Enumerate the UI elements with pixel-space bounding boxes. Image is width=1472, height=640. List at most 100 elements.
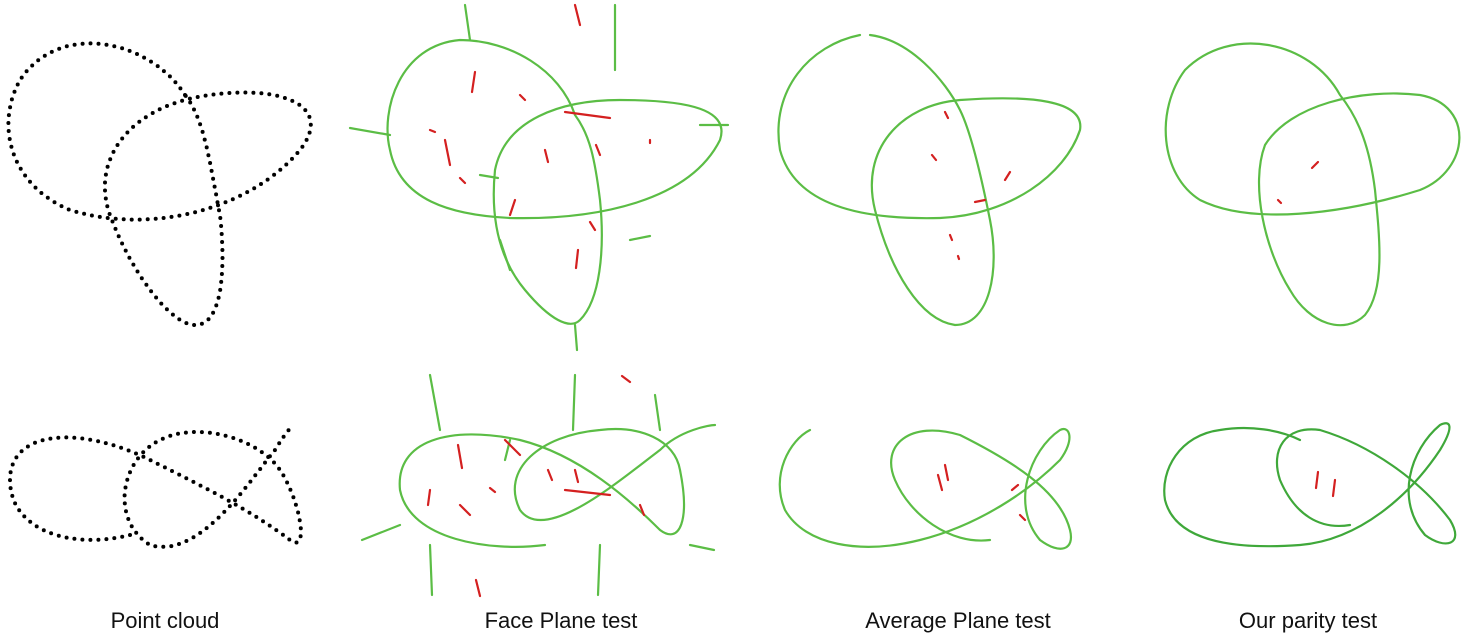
point [199, 321, 204, 326]
point [203, 93, 208, 98]
point [160, 436, 165, 441]
point [139, 536, 144, 541]
point [13, 501, 18, 506]
point [183, 93, 188, 98]
point [126, 517, 131, 521]
point [120, 46, 125, 51]
point [12, 89, 17, 94]
point [247, 510, 252, 515]
point [125, 130, 130, 135]
point [41, 528, 46, 533]
point [245, 190, 250, 195]
point [202, 137, 207, 142]
point [205, 487, 210, 492]
point [216, 515, 221, 520]
point [161, 216, 166, 220]
point [211, 176, 216, 181]
point [24, 69, 29, 74]
point [243, 90, 248, 95]
point [96, 41, 101, 46]
point [280, 532, 285, 537]
point [129, 524, 134, 529]
point [277, 466, 282, 471]
point [227, 91, 232, 95]
point [192, 323, 197, 327]
caption-our-parity-test: Our parity test [1238, 608, 1378, 633]
point [112, 44, 117, 49]
point [217, 208, 221, 213]
point [150, 111, 155, 115]
point [80, 41, 85, 46]
point [17, 508, 22, 513]
point [119, 445, 124, 450]
point [187, 96, 192, 101]
point [172, 101, 177, 106]
point [284, 162, 289, 167]
point [184, 539, 189, 543]
point [238, 193, 243, 198]
point [193, 210, 198, 215]
point [8, 478, 12, 483]
point [212, 491, 217, 495]
point [142, 55, 147, 60]
caption-average-plane-test: Average Plane test [865, 608, 1051, 633]
point [6, 121, 11, 125]
point [72, 536, 77, 541]
point [215, 432, 220, 436]
point [64, 535, 69, 540]
point [66, 207, 71, 212]
point [233, 498, 238, 503]
point [267, 523, 272, 528]
point [28, 519, 33, 524]
point [220, 248, 225, 252]
point [308, 122, 313, 127]
caption-point-cloud: Point cloud [110, 608, 220, 633]
point [170, 469, 174, 473]
point [25, 444, 30, 449]
point [199, 430, 204, 435]
point [126, 448, 131, 453]
point-cloud-fish [8, 428, 303, 549]
caption-face-plane-test: Face Plane test [484, 608, 638, 633]
point [287, 537, 292, 542]
point [307, 114, 312, 119]
point [88, 537, 93, 542]
point [180, 98, 185, 103]
point [220, 256, 225, 260]
point [184, 476, 189, 481]
point [200, 129, 205, 134]
parity-trefoil [1164, 42, 1461, 327]
point [272, 448, 277, 453]
point [219, 494, 224, 499]
point [125, 477, 130, 482]
point [36, 58, 41, 63]
parity-fish [1163, 422, 1457, 548]
point [278, 167, 283, 172]
point [139, 276, 144, 281]
point [254, 514, 259, 519]
point [281, 473, 286, 478]
point [275, 93, 280, 98]
point [296, 510, 301, 515]
point [216, 295, 221, 300]
point [107, 212, 112, 216]
point [40, 438, 45, 443]
point [88, 41, 93, 46]
point [134, 530, 139, 535]
point [145, 541, 150, 546]
point [298, 534, 303, 539]
point [121, 217, 126, 222]
point [110, 219, 115, 224]
point [200, 208, 205, 213]
point [159, 301, 164, 306]
point [57, 46, 62, 51]
point [115, 143, 120, 147]
average-plane-fish [778, 427, 1073, 550]
point [23, 173, 28, 178]
point [222, 509, 227, 514]
point [290, 98, 295, 103]
point [153, 544, 158, 549]
face-plane-fish [360, 373, 717, 598]
point [161, 544, 166, 549]
